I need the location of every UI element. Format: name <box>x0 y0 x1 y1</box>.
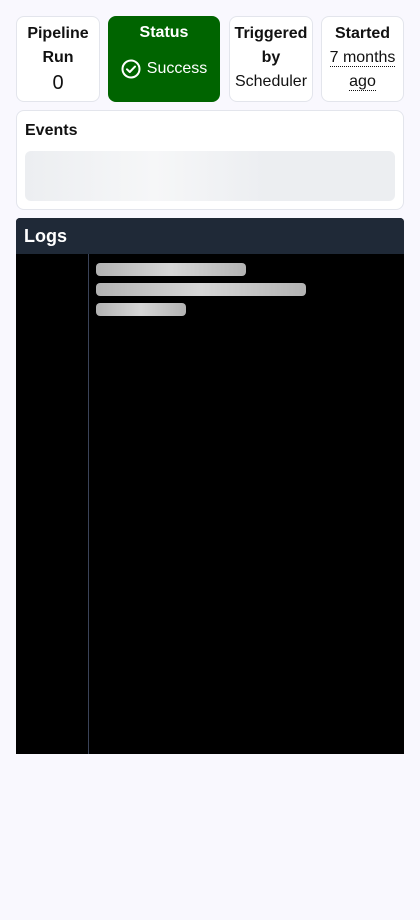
log-line-skeleton <box>96 303 186 316</box>
status-label: Status <box>109 21 219 45</box>
status-badge: Success <box>109 57 219 81</box>
started-label: Started <box>322 22 403 46</box>
started-card: Started 7 months ago <box>321 16 404 102</box>
triggered-by-label: Triggered by <box>233 22 309 70</box>
logs-line-gutter <box>16 254 89 754</box>
events-loading-skeleton <box>25 151 395 201</box>
status-card: Status Success <box>108 16 220 102</box>
events-title: Events <box>25 121 77 141</box>
started-value[interactable]: 7 months ago <box>330 49 396 91</box>
pipeline-run-card: Pipeline Run 0 <box>16 16 100 102</box>
log-line-skeleton <box>96 283 306 296</box>
triggered-by-value: Scheduler <box>230 70 312 94</box>
events-card: Events <box>16 110 404 210</box>
triggered-by-card: Triggered by Scheduler <box>229 16 313 102</box>
logs-panel: Logs <box>16 218 404 754</box>
log-line-skeleton <box>96 263 246 276</box>
pipeline-run-value: 0 <box>17 68 99 98</box>
pipeline-run-label: Pipeline Run <box>17 22 99 70</box>
status-value: Success <box>147 57 207 81</box>
check-circle-icon <box>121 59 141 79</box>
logs-title: Logs <box>16 218 404 254</box>
